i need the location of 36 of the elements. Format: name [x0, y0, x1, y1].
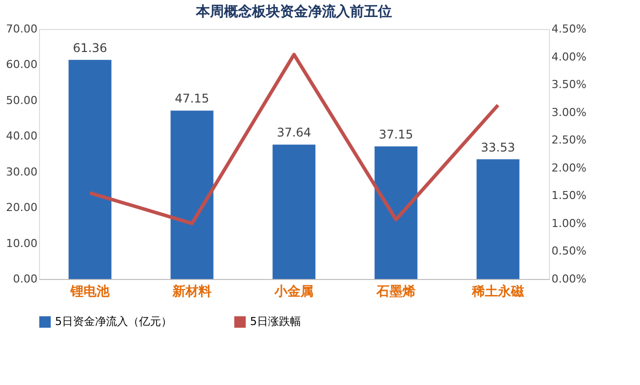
y2-tick-label: 3.00% [552, 106, 586, 119]
y2-tick-label: 0.50% [552, 244, 586, 258]
chart-title: 本周概念板块资金净流入前五位 [195, 3, 392, 20]
x-tick-label: 小金属 [274, 284, 314, 300]
y2-tick-label: 4.50% [552, 22, 586, 36]
y-tick-label: 40.00 [6, 130, 38, 143]
y2-tick-label: 2.00% [552, 161, 586, 174]
x-tick-label: 锂电池 [70, 284, 110, 300]
y2-tick-label: 4.00% [552, 50, 586, 64]
legend-label: 5日涨跌幅 [250, 315, 301, 328]
y-tick-label: 60.00 [6, 58, 38, 72]
data-label: 37.64 [276, 126, 312, 140]
y2-tick-label: 2.50% [552, 134, 586, 147]
y-tick-label: 20.00 [6, 201, 38, 214]
data-label: 37.15 [378, 127, 414, 142]
y-tick-label: 10.00 [6, 236, 38, 250]
x-tick-label: 石墨烯 [376, 284, 416, 300]
data-label: 33.53 [480, 140, 516, 154]
y-tick-label: 50.00 [6, 94, 38, 107]
y-tick-label: 0.00 [13, 272, 38, 286]
y-tick-label: 30.00 [6, 165, 38, 178]
y2-tick-label: 1.00% [552, 216, 586, 230]
bar [68, 60, 112, 279]
x-tick-label: 新材料 [172, 284, 212, 300]
y-tick-label: 70.00 [6, 22, 38, 36]
bar [272, 144, 316, 279]
y2-tick-label: 3.50% [552, 78, 586, 92]
data-label: 47.15 [174, 92, 210, 106]
x-tick-label: 稀土永磁 [471, 284, 524, 300]
legend-label: 5日资金净流入（亿元） [55, 315, 172, 328]
data-label: 61.36 [72, 40, 108, 55]
bar [476, 159, 520, 279]
y2-tick-label: 1.50% [552, 189, 586, 202]
bar [374, 146, 418, 279]
bar [170, 110, 214, 279]
y2-tick-label: 0.00% [552, 272, 586, 286]
